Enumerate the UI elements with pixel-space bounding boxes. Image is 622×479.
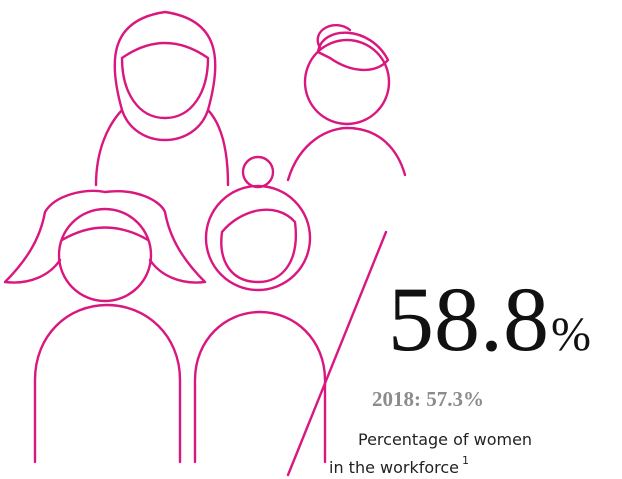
bun (243, 157, 273, 187)
headline-unit: % (551, 308, 591, 361)
face (62, 228, 148, 241)
page: 58.8 % 2018: 57.3% Percentage of women i… (0, 0, 622, 479)
body (35, 305, 180, 462)
infographic: 58.8 % 2018: 57.3% Percentage of women i… (0, 0, 622, 479)
headline-value: 58.8 (388, 268, 549, 370)
hair (5, 191, 205, 283)
footnote-ref: 1 (462, 454, 469, 467)
body (195, 312, 325, 462)
hijab-figure (96, 12, 228, 185)
caption-line: in the workforce (329, 458, 459, 477)
face (221, 210, 296, 282)
caption-line: Percentage of women (358, 430, 532, 449)
women-icons (5, 12, 405, 475)
head (59, 209, 151, 301)
shoulders (288, 128, 405, 180)
hair (318, 33, 388, 70)
hijab-face (122, 43, 208, 118)
bun (318, 25, 350, 48)
comparison: 2018: 57.3% (372, 387, 484, 411)
